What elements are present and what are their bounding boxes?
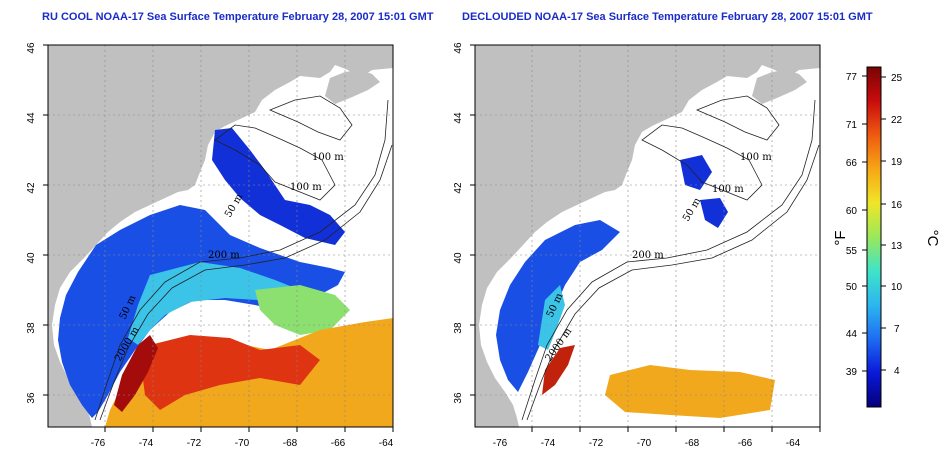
fahrenheit-unit-label: °F [832,230,849,245]
right-contour-label-2: 100 m [712,184,744,195]
celsius-tick: 22 [891,115,903,126]
fahrenheit-tick: 55 [846,246,858,257]
left-map-panel: 100 m 50 m 100 m 200 m 50 m 2000 m -76 -… [26,42,394,449]
right-sst-gulfstream [542,345,575,395]
right-lon-tick: -66 [738,438,753,449]
left-map-frame [47,44,394,428]
right-sst-warm-south [605,365,775,418]
left-lat-tick: 38 [26,322,37,334]
left-lat-tick: 42 [26,182,37,194]
left-lon-tick: -70 [235,438,250,449]
right-contour-label-1: 100 m [740,152,772,163]
right-lat-tick: 40 [453,252,464,264]
left-lon-tick: -64 [379,438,394,449]
colorbar: 77 71 66 60 55 50 44 39 25 22 19 16 13 1… [832,66,941,408]
right-lat-tick: 46 [453,42,464,54]
fahrenheit-tick: 71 [846,120,858,131]
left-lon-tick: -76 [91,438,106,449]
left-lon-tick: -66 [331,438,346,449]
celsius-tick: 25 [891,73,903,84]
left-grid [48,45,393,427]
left-land-nova-scotia [325,70,380,104]
left-lon-tick: -74 [139,438,154,449]
left-contour-label-1: 100 m [312,152,344,163]
right-land [475,45,820,427]
celsius-tick: 19 [891,157,903,168]
right-lat-tick: 44 [453,112,464,124]
left-lat-tick: 44 [26,112,37,124]
right-lon-tick: -74 [541,438,556,449]
fahrenheit-tick: 66 [846,158,858,169]
right-lat-tick: 36 [453,392,464,404]
left-lon-tick: -68 [283,438,298,449]
fahrenheit-tick: 77 [846,72,858,83]
left-bathymetry-contours [94,95,393,421]
left-sst-coastal-blue [58,205,345,418]
left-sst-gulfstream-dark [114,335,158,412]
right-grid [475,45,820,427]
right-map-panel: 100 m 100 m 50 m 200 m 50 m 2000 m -76 -… [453,42,821,449]
left-sst-red-core [142,335,320,410]
left-lat-tick: 40 [26,252,37,264]
fahrenheit-tick: 44 [846,329,858,340]
fahrenheit-tick: 50 [846,282,858,293]
celsius-tick: 10 [891,282,903,293]
left-lat-tick: 36 [26,392,37,404]
left-lon-tick: -72 [187,438,202,449]
right-sst-north-blue-2 [700,198,728,228]
right-land-nova-scotia [752,70,807,104]
right-lat-tick: 38 [453,322,464,334]
celsius-unit-label: °C [924,230,941,247]
celsius-tick: 13 [891,241,903,252]
left-sst-cyan-band [128,262,300,345]
left-contour-label-4: 200 m [208,250,240,261]
right-map-frame [474,44,821,428]
right-bathymetry-contours [521,95,820,421]
celsius-tick: 16 [891,200,903,211]
right-lon-tick: -68 [685,438,700,449]
fahrenheit-tick: 60 [846,206,858,217]
celsius-tick: 4 [894,366,900,377]
left-sst-green-band [255,285,350,335]
right-lon-tick: -72 [589,438,604,449]
left-sst-north-blue [212,128,345,245]
right-lon-tick: -70 [637,438,652,449]
right-sst-cyan [538,285,565,350]
left-lat-tick: 46 [26,42,37,54]
left-map-title: RU COOL NOAA-17 Sea Surface Temperature … [42,11,434,23]
right-lat-tick: 42 [453,182,464,194]
right-lon-tick: -64 [786,438,801,449]
left-contour-label-3: 100 m [290,182,322,193]
right-sst-coastal-blue [496,220,620,392]
left-land [48,45,393,427]
colorbar-gradient [866,66,882,408]
fahrenheit-tick: 39 [846,367,858,378]
right-lon-tick: -76 [493,438,508,449]
celsius-tick: 7 [894,324,900,335]
right-map-title: DECLOUDED NOAA-17 Sea Surface Temperatur… [462,11,873,23]
right-sst-north-blue [680,155,712,190]
right-contour-label-4: 200 m [632,250,664,261]
